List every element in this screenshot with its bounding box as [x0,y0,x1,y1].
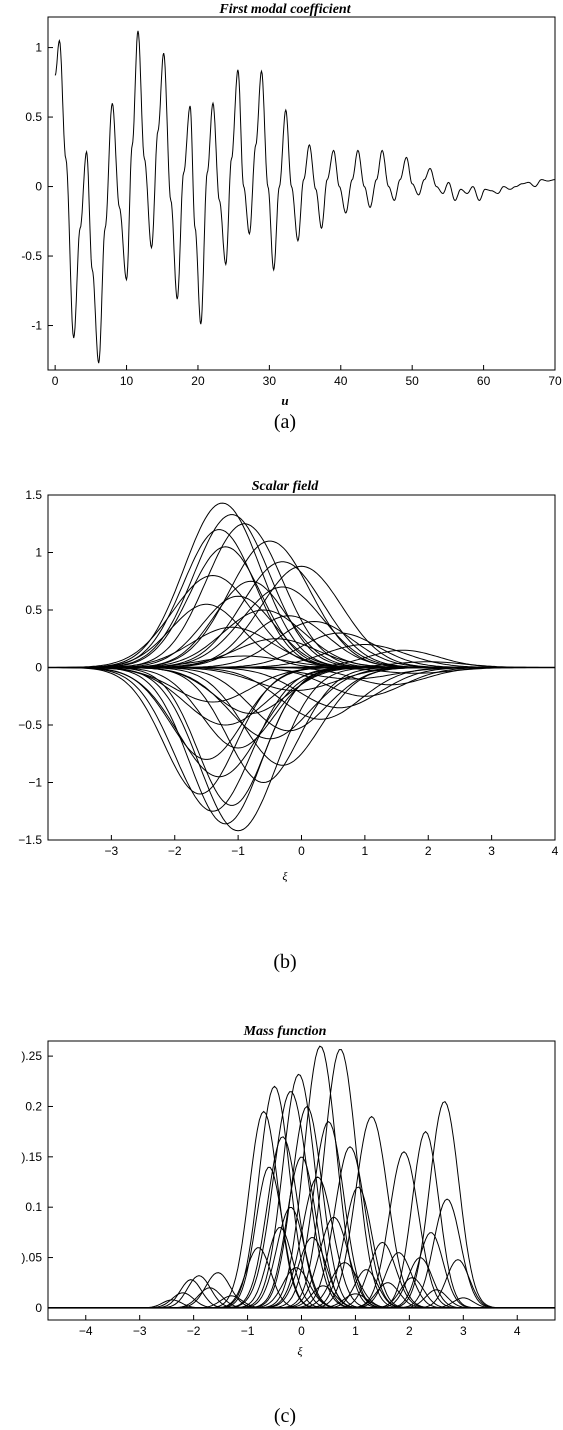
chart-b-series-line [48,667,555,674]
chart-c-caption: (c) [274,1405,296,1427]
chart-c-x-tick-label: 1 [352,1324,359,1338]
chart-c-y-tick-label: ).05 [21,1251,42,1265]
chart-c-series-line [48,1277,555,1309]
chart-a-x-tick-label: 60 [477,374,491,388]
chart-a-y-tick-label: -1 [31,319,42,333]
chart-b-x-tick-label: 4 [552,844,559,858]
chart-c-title: Mass function [243,1024,327,1039]
chart-b-ticks: −3 −2 −1 0 1 2 3 4 −1.5 −1 −0.5 0 0.5 1 1.5 [18,488,558,858]
chart-b-y-tick-label: 1.5 [25,488,42,502]
chart-b-series-line [48,546,555,668]
chart-b-y-tick-label: 0.5 [25,603,42,617]
panel-b: Scalar field −3 −2 −1 0 1 2 3 4 −1.5 −1 −0.5 0 0.5 1 1… [18,479,558,973]
chart-a-y-tick-label: 1 [35,41,42,55]
chart-b-series-line [48,667,555,832]
panel-c: Mass function −4 −3 −2 −1 0 1 2 3 4 0 ).05 0.1 ).15 0… [21,1024,556,1427]
chart-a-x-tick-label: 50 [406,374,420,388]
chart-c-x-tick-label: 3 [460,1324,467,1338]
chart-c-series-line [48,1073,555,1309]
chart-a-title: First modal coefficient [218,2,351,17]
chart-a-y-tick-label: 0.5 [25,110,42,124]
chart-a-x-tick-label: 40 [334,374,348,388]
chart-b-x-tick-label: −1 [231,844,245,858]
chart-c-x-axis-label: ξ [297,1344,303,1358]
chart-c-series-line [48,1275,555,1309]
chart-c-x-tick-label: 4 [514,1324,521,1338]
chart-c-series-line [48,1110,555,1309]
chart-b-y-tick-label: −1.5 [18,833,42,847]
chart-a-y-tick-label: 0 [35,180,42,194]
chart-b-x-axis-label: ξ [282,869,288,883]
chart-b-series-line [48,667,555,691]
chart-a-ticks: 0 10 20 30 40 50 60 70 -1 -0.5 0 0.5 1 [21,41,562,388]
chart-a-y-tick-label: -0.5 [21,249,42,263]
chart-a-x-tick-label: 70 [548,374,562,388]
chart-b-y-tick-label: 0 [35,661,42,675]
chart-b-title: Scalar field [252,479,319,494]
chart-b-series-line [48,502,555,668]
chart-c-x-tick-label: 2 [406,1324,413,1338]
chart-c-series-line [48,1299,555,1309]
chart-a-frame [47,16,556,371]
chart-b-series-line [48,561,555,668]
chart-a-caption: (a) [274,411,296,433]
panel-a: First modal coefficient 0 10 20 30 40 50 60 70-… [21,2,562,433]
chart-a-series-line [54,30,555,364]
chart-b-x-tick-label: −2 [168,844,182,858]
chart-b-x-tick-label: 3 [488,844,495,858]
chart-c-y-tick-label: ).25 [21,1049,42,1063]
chart-c-series-line [48,1237,555,1309]
chart-c-ticks: −4 −3 −2 −1 0 1 2 3 4 0 ).05 0.1 ).15 0.2 ).25 [21,1049,521,1338]
chart-b-y-tick-label: −1 [28,776,42,790]
chart-c-series-line [48,1115,555,1309]
chart-b-series-line [48,667,555,697]
chart-c-series-line [48,1130,555,1309]
chart-b-series-line [48,667,555,726]
chart-b-series-line [48,667,555,795]
chart-b-series-line [48,667,555,766]
chart-b-y-tick-label: −0.5 [18,718,42,732]
chart-b-series-line [48,514,555,668]
chart-b-series-line [48,667,555,806]
chart-c-x-tick-label: −3 [133,1324,147,1338]
chart-c-series-line [48,1136,555,1309]
chart-c-y-tick-label: 0 [35,1301,42,1315]
chart-a-x-axis-label: u [281,393,288,408]
chart-c-series-line [48,1166,555,1309]
chart-c-series-line [48,1198,555,1309]
chart-b-x-tick-label: 0 [298,844,305,858]
chart-c-x-tick-label: −2 [187,1324,201,1338]
chart-b-x-tick-label: −3 [105,844,119,858]
chart-c-series-line [48,1091,555,1309]
chart-b-series-line [48,667,555,812]
chart-b-series-line [48,586,555,668]
chart-c-plot-area [48,1045,555,1309]
chart-c-x-tick-label: −1 [241,1324,255,1338]
chart-b-series-line [48,595,555,668]
chart-b-caption: (b) [273,951,296,973]
chart-c-x-tick-label: −4 [79,1324,93,1338]
chart-a-x-tick-label: 10 [120,374,134,388]
chart-c-series-line [48,1120,555,1309]
chart-c-y-tick-label: ).15 [21,1150,42,1164]
chart-b-series-line [48,667,555,740]
chart-c-y-tick-label: 0.2 [25,1099,42,1113]
chart-b-plot-area [48,502,555,832]
chart-c-x-tick-label: 0 [298,1324,305,1338]
chart-c-series-line [48,1105,555,1309]
chart-b-x-tick-label: 1 [362,844,369,858]
chart-b-y-tick-label: 1 [35,546,42,560]
chart-a-plot-area [54,30,555,364]
chart-a-x-tick-label: 30 [263,374,277,388]
chart-a-x-tick-label: 20 [191,374,205,388]
chart-a-x-tick-label: 0 [52,374,59,388]
chart-c-y-tick-label: 0.1 [25,1200,42,1214]
chart-b-series-line [48,667,555,709]
chart-b-x-tick-label: 2 [425,844,432,858]
chart-b-series-line [48,667,555,825]
